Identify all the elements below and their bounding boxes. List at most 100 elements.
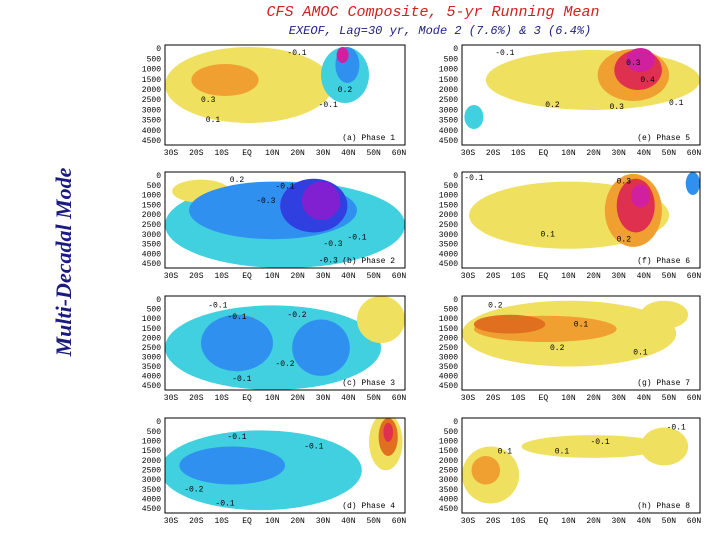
panel-label: (f) Phase 6 <box>637 257 690 266</box>
contour-label: 0.4 <box>640 76 655 85</box>
x-tick-label: 30N <box>611 394 626 403</box>
contour-label: -0.1 <box>667 424 686 433</box>
contour-fill <box>521 435 665 458</box>
x-tick-label: 60N <box>687 394 702 403</box>
x-tick-label: 40N <box>341 149 356 158</box>
x-tick-label: 40N <box>637 149 652 158</box>
x-tick-label: 40N <box>637 394 652 403</box>
y-tick-label: 2000 <box>142 86 161 95</box>
y-tick-label: 3500 <box>439 117 458 126</box>
contour-label: -0.1 <box>275 183 294 192</box>
y-tick-label: 4500 <box>439 505 458 514</box>
x-tick-label: 10N <box>265 272 280 281</box>
y-tick-label: 2500 <box>439 344 458 353</box>
y-tick-label: 4500 <box>142 260 161 269</box>
contour-label: -0.3 <box>256 197 275 206</box>
x-tick-label: 30S <box>461 517 476 526</box>
y-tick-label: 2000 <box>142 457 161 466</box>
contour-label: 0.1 <box>669 99 684 108</box>
contour-fill <box>640 427 689 466</box>
x-tick-label: 30N <box>316 517 331 526</box>
contour-label: -0.1 <box>215 500 234 509</box>
contour-label: 0.1 <box>498 447 513 456</box>
x-tick-label: 30S <box>164 272 179 281</box>
x-tick-label: 40N <box>341 394 356 403</box>
y-tick-label: 2000 <box>142 211 161 220</box>
x-tick-label: 10S <box>214 517 229 526</box>
y-tick-label: 1000 <box>439 437 458 446</box>
panel-frame <box>461 295 701 391</box>
x-tick-label: 60N <box>392 394 407 403</box>
y-tick-label: 3500 <box>439 241 458 250</box>
panel-frame <box>164 417 406 514</box>
x-tick-label: 10S <box>511 517 526 526</box>
x-tick-label: 50N <box>662 394 677 403</box>
contour-fill <box>357 296 405 343</box>
y-tick-label: 500 <box>147 55 162 64</box>
x-tick-label: EQ <box>242 272 252 281</box>
x-tick-label: EQ <box>242 394 252 403</box>
x-tick-label: 60N <box>392 149 407 158</box>
panel-frame <box>164 44 406 146</box>
y-tick-label: 4500 <box>439 382 458 391</box>
panel-label: (c) Phase 3 <box>342 379 395 388</box>
y-tick-label: 500 <box>444 306 459 315</box>
x-tick-label: 30N <box>611 517 626 526</box>
y-tick-label: 1000 <box>439 192 458 201</box>
x-tick-label: 30N <box>316 272 331 281</box>
y-tick-label: 2000 <box>439 457 458 466</box>
x-tick-label: 10N <box>561 149 576 158</box>
y-tick-label: 1500 <box>142 325 161 334</box>
contour-fill <box>336 47 349 63</box>
y-tick-label: 3500 <box>439 486 458 495</box>
x-tick-label: 20N <box>290 272 305 281</box>
x-tick-label: 50N <box>366 272 381 281</box>
contour-fill <box>685 172 700 196</box>
x-tick-label: 10N <box>265 517 280 526</box>
y-tick-label: 2000 <box>142 334 161 343</box>
y-tick-label: 3500 <box>142 117 161 126</box>
x-tick-label: 30N <box>316 394 331 403</box>
x-tick-label: 20N <box>586 517 601 526</box>
contour-fill <box>201 314 273 372</box>
x-tick-label: 10N <box>265 149 280 158</box>
x-tick-label: 20S <box>189 272 204 281</box>
x-tick-label: 20N <box>586 394 601 403</box>
contour-label: -0.1 <box>227 433 246 442</box>
subtitle: EXEOF, Lag=30 yr, Mode 2 (7.6%) & 3 (6.4… <box>289 24 591 38</box>
y-tick-label: 4000 <box>439 495 458 504</box>
contour-label: -0.2 <box>184 485 203 494</box>
y-tick-label: 0 <box>453 418 458 427</box>
x-tick-label: 20N <box>290 149 305 158</box>
contour-fill <box>630 184 651 208</box>
y-tick-label: 3500 <box>142 363 161 372</box>
x-tick-label: 30S <box>461 394 476 403</box>
y-tick-label: 3000 <box>142 476 161 485</box>
contour-label: -0.1 <box>347 233 366 242</box>
x-tick-label: 20N <box>586 272 601 281</box>
x-tick-label: 30N <box>611 149 626 158</box>
panel-frame <box>164 171 406 269</box>
panel-label: (a) Phase 1 <box>342 134 395 143</box>
y-tick-label: 1500 <box>439 201 458 210</box>
x-tick-label: 30S <box>461 272 476 281</box>
y-tick-label: 0 <box>156 296 161 305</box>
x-tick-label: 60N <box>687 272 702 281</box>
y-tick-label: 4500 <box>142 505 161 514</box>
contour-label: 0.2 <box>488 302 503 311</box>
x-tick-label: EQ <box>242 517 252 526</box>
y-tick-label: 3000 <box>142 353 161 362</box>
contour-label: 0.2 <box>617 235 632 244</box>
contour-fill <box>292 319 350 376</box>
contour-label: 0.2 <box>550 344 565 353</box>
contour-label: -0.1 <box>590 438 609 447</box>
contour-label: 0.3 <box>617 178 632 187</box>
x-tick-label: 20S <box>486 517 501 526</box>
x-tick-label: 60N <box>392 517 407 526</box>
x-tick-label: 40N <box>637 517 652 526</box>
y-tick-label: 4500 <box>439 260 458 269</box>
y-tick-label: 500 <box>444 182 459 191</box>
contour-label: 0.1 <box>555 447 570 456</box>
panel-label: (d) Phase 4 <box>342 502 395 511</box>
x-tick-label: 20N <box>290 517 305 526</box>
